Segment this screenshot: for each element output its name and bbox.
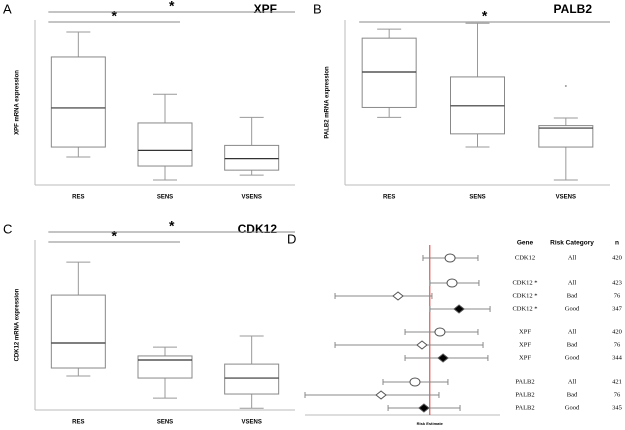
x-tick-label: VSENS bbox=[241, 420, 261, 426]
outlier bbox=[564, 85, 567, 87]
x-axis-label: Risk Estimate bbox=[417, 421, 444, 426]
chart-title: PALB2 bbox=[554, 2, 593, 16]
estimate-marker bbox=[444, 253, 456, 263]
risk-category: All bbox=[568, 378, 577, 385]
estimate-marker bbox=[409, 377, 421, 387]
significance-label: * bbox=[482, 8, 488, 24]
panel-label: C bbox=[3, 221, 12, 236]
estimate-marker bbox=[453, 304, 465, 314]
x-tick-label: SENS bbox=[469, 195, 485, 201]
gene: CDK12 * bbox=[512, 305, 537, 312]
panel-label: B bbox=[313, 1, 322, 16]
significance-label: * bbox=[111, 8, 117, 24]
gene: PALB2 bbox=[515, 378, 534, 385]
y-axis-label: XPF mRNA expression bbox=[15, 70, 21, 135]
risk-category: Good bbox=[565, 305, 580, 312]
chart-title: XPF bbox=[254, 2, 277, 16]
box bbox=[538, 125, 594, 148]
estimate-marker bbox=[416, 340, 428, 350]
gene: CDK12 bbox=[515, 254, 535, 261]
gene: PALB2 bbox=[515, 404, 534, 411]
risk-category: Good bbox=[565, 354, 580, 361]
y-axis-label: PALB2 mRNA expression bbox=[325, 66, 331, 139]
gene: XPF bbox=[519, 328, 531, 335]
n: 347 bbox=[612, 305, 623, 312]
risk-category: Bad bbox=[567, 341, 578, 348]
n: 76 bbox=[614, 391, 621, 398]
risk-category: All bbox=[568, 254, 577, 261]
significance-label: * bbox=[169, 218, 175, 234]
significance-label: * bbox=[169, 0, 175, 14]
box bbox=[50, 56, 106, 148]
estimate-marker bbox=[418, 403, 430, 413]
x-tick-label: RES bbox=[72, 195, 84, 201]
box bbox=[224, 144, 280, 171]
risk-category: All bbox=[568, 328, 577, 335]
x-tick-label: RES bbox=[72, 420, 84, 426]
gene: XPF bbox=[519, 354, 531, 361]
box bbox=[224, 363, 280, 395]
y-axis-label: CDK12 mRNA expression bbox=[15, 288, 21, 361]
risk-category: Good bbox=[565, 404, 580, 411]
box bbox=[361, 37, 417, 108]
x-tick-label: VSENS bbox=[241, 195, 261, 201]
column-header: Gene bbox=[517, 240, 534, 247]
estimate-marker bbox=[375, 390, 387, 400]
panel-label: A bbox=[3, 1, 12, 16]
n: 76 bbox=[614, 292, 621, 299]
n: 76 bbox=[614, 341, 621, 348]
significance-label: * bbox=[111, 228, 117, 244]
x-tick-label: VSENS bbox=[556, 195, 576, 201]
x-tick-label: RES bbox=[383, 195, 395, 201]
box bbox=[137, 122, 193, 167]
n: 421 bbox=[612, 378, 622, 385]
estimate-marker bbox=[434, 327, 446, 337]
panel-label: D bbox=[287, 231, 296, 246]
chart-title: CDK12 bbox=[238, 222, 278, 236]
gene: CDK12 * bbox=[512, 279, 537, 286]
gene: CDK12 * bbox=[512, 292, 537, 299]
risk-category: All bbox=[568, 279, 577, 286]
estimate-marker bbox=[446, 278, 458, 288]
n: 420 bbox=[612, 328, 622, 335]
n: 344 bbox=[612, 354, 623, 361]
column-header: n bbox=[615, 240, 619, 247]
n: 423 bbox=[612, 279, 622, 286]
risk-category: Bad bbox=[567, 292, 578, 299]
box bbox=[50, 294, 106, 369]
gene: PALB2 bbox=[515, 391, 534, 398]
n: 345 bbox=[612, 404, 622, 411]
x-tick-label: SENS bbox=[157, 420, 173, 426]
x-tick-label: SENS bbox=[157, 195, 173, 201]
risk-category: Bad bbox=[567, 391, 578, 398]
gene: XPF bbox=[519, 341, 531, 348]
column-header: Risk Category bbox=[550, 240, 594, 247]
box bbox=[137, 355, 193, 379]
estimate-marker bbox=[437, 353, 449, 363]
n: 420 bbox=[612, 254, 622, 261]
estimate-marker bbox=[392, 291, 404, 301]
